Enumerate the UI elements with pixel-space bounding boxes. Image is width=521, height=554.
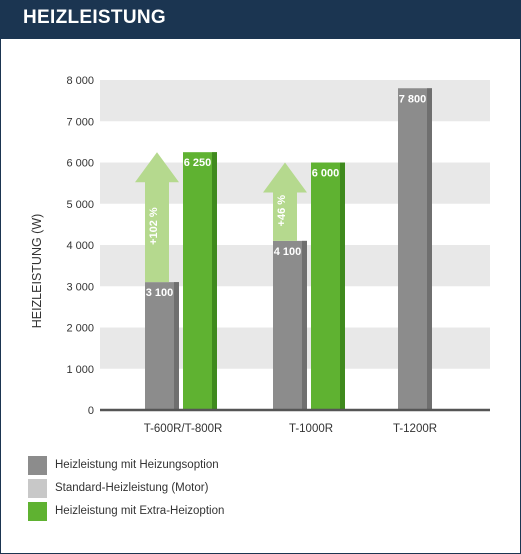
increase-arrows: +102 % +46 % — [135, 152, 307, 283]
increase-arrow — [135, 152, 179, 283]
y-tick-label: 5 000 — [66, 199, 94, 211]
gray-bar-shade — [302, 240, 307, 410]
y-tick-label: 3 000 — [66, 281, 94, 293]
legend-label: Heizleistung mit Heizungsoption — [55, 459, 219, 471]
green-bar — [311, 162, 345, 410]
y-tick-label: 6 000 — [66, 158, 94, 170]
green-bar-shade — [340, 162, 345, 410]
green-bar — [183, 152, 217, 410]
page-title: HEIZLEISTUNG — [23, 7, 166, 28]
data-label: 6 000 — [312, 168, 340, 180]
data-label: 6 250 — [184, 157, 212, 169]
x-tick-label: T-1000R — [289, 423, 333, 435]
data-label: 7 800 — [399, 93, 427, 105]
y-axis-label: HEIZLEISTUNG (W) — [30, 214, 44, 329]
bar-chart: 0 1 000 2 000 3 000 4 000 5 000 6 000 7 000 8 00… — [30, 75, 490, 435]
gray-bar — [145, 282, 179, 410]
gray-bar-shade — [427, 88, 432, 410]
y-tick-label: 4 000 — [66, 240, 94, 252]
y-tick-label: 2 000 — [66, 323, 94, 335]
legend-label: Heizleistung mit Extra-Heizoption — [55, 505, 225, 517]
gray-bar-shade — [174, 282, 179, 410]
legend-swatch-gray — [28, 456, 47, 475]
x-tick-label: T-600R/T-800R — [144, 423, 223, 435]
legend-swatch-green — [28, 502, 47, 521]
gray-bar — [398, 88, 432, 410]
x-tick-label: T-1200R — [393, 423, 437, 435]
green-bar-shade — [212, 152, 217, 410]
increase-label: +102 % — [148, 207, 160, 245]
y-tick-labels: 0 1 000 2 000 3 000 4 000 5 000 6 000 7 000 8 00… — [66, 75, 94, 417]
bars: 3 100 6 250 4 100 6 000 7 800 — [145, 88, 432, 410]
y-tick-label: 8 000 — [66, 75, 94, 87]
legend-swatch-light-gray — [28, 479, 47, 498]
y-tick-label: 7 000 — [66, 116, 94, 128]
legend-label: Standard-Heizleistung (Motor) — [55, 482, 209, 494]
increase-arrow — [263, 162, 307, 241]
data-label: 4 100 — [274, 246, 302, 258]
increase-label: +46 % — [276, 195, 288, 227]
y-tick-label: 0 — [88, 405, 94, 417]
gray-bar — [273, 240, 307, 410]
data-label: 3 100 — [146, 287, 174, 299]
header-bar: HEIZLEISTUNG — [1, 1, 520, 39]
x-tick-labels: T-600R/T-800R T-1000R T-1200R — [144, 423, 437, 435]
y-tick-label: 1 000 — [66, 364, 94, 376]
